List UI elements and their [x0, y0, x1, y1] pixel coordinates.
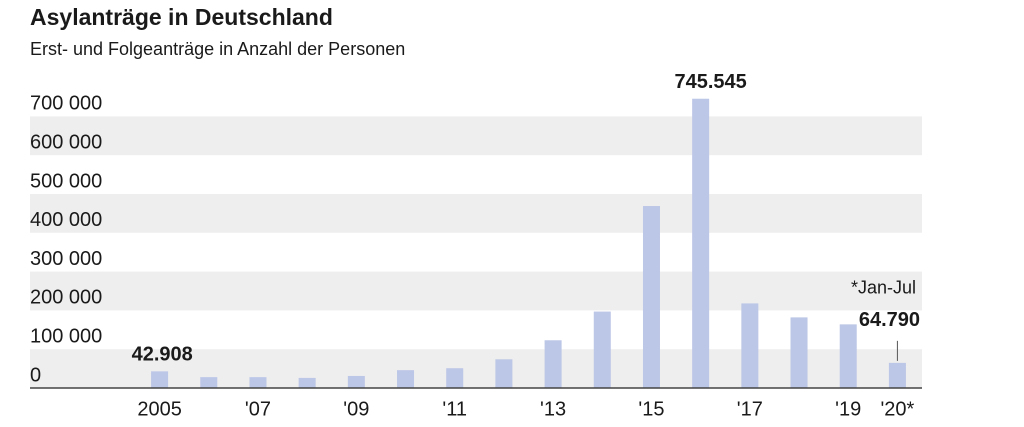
x-tick-label: '20*: [880, 398, 914, 420]
bar: [642, 206, 660, 388]
x-tick-label: '13: [540, 398, 566, 420]
x-tick-label: '11: [442, 398, 467, 420]
y-tick-label: 500 000: [30, 170, 102, 192]
value-label: 745.545: [675, 71, 747, 93]
bar: [741, 303, 759, 388]
x-tick-label: '15: [638, 398, 664, 420]
bar: [839, 324, 857, 388]
grid-band: [30, 194, 922, 233]
y-tick-label: 100 000: [30, 325, 102, 347]
bar: [298, 377, 316, 388]
bar: [347, 375, 365, 388]
x-tick-label: 2005: [137, 398, 182, 420]
x-tick-label: '19: [835, 398, 861, 420]
y-tick-label: 200 000: [30, 287, 102, 309]
value-label: 64.790: [859, 309, 920, 331]
y-tick-label: 0: [30, 364, 41, 386]
chart-subtitle: Erst- und Folgeanträge in Anzahl der Per…: [30, 39, 405, 59]
bar: [495, 359, 513, 388]
x-tick-label: '17: [737, 398, 763, 420]
bar: [692, 98, 710, 388]
x-tick-label: '07: [245, 398, 271, 420]
y-tick-label: 600 000: [30, 131, 102, 153]
y-tick-label: 700 000: [30, 93, 102, 115]
bar: [200, 377, 218, 388]
grid-band: [30, 116, 922, 156]
y-tick-label: 400 000: [30, 209, 102, 231]
bar: [593, 311, 611, 388]
bar: [249, 377, 267, 388]
value-label: 42.908: [132, 344, 193, 366]
bar: [446, 368, 464, 388]
grid-band: [30, 349, 922, 388]
y-tick-label: 300 000: [30, 248, 102, 270]
annotation: *Jan-Jul: [851, 278, 916, 298]
grid-band: [30, 271, 922, 311]
bar: [151, 371, 169, 388]
bar: [888, 362, 906, 388]
bar: [544, 340, 562, 388]
chart-title: Asylanträge in Deutschland: [30, 4, 333, 30]
bar: [397, 370, 415, 388]
bar: [790, 317, 808, 388]
x-tick-label: '09: [343, 398, 369, 420]
